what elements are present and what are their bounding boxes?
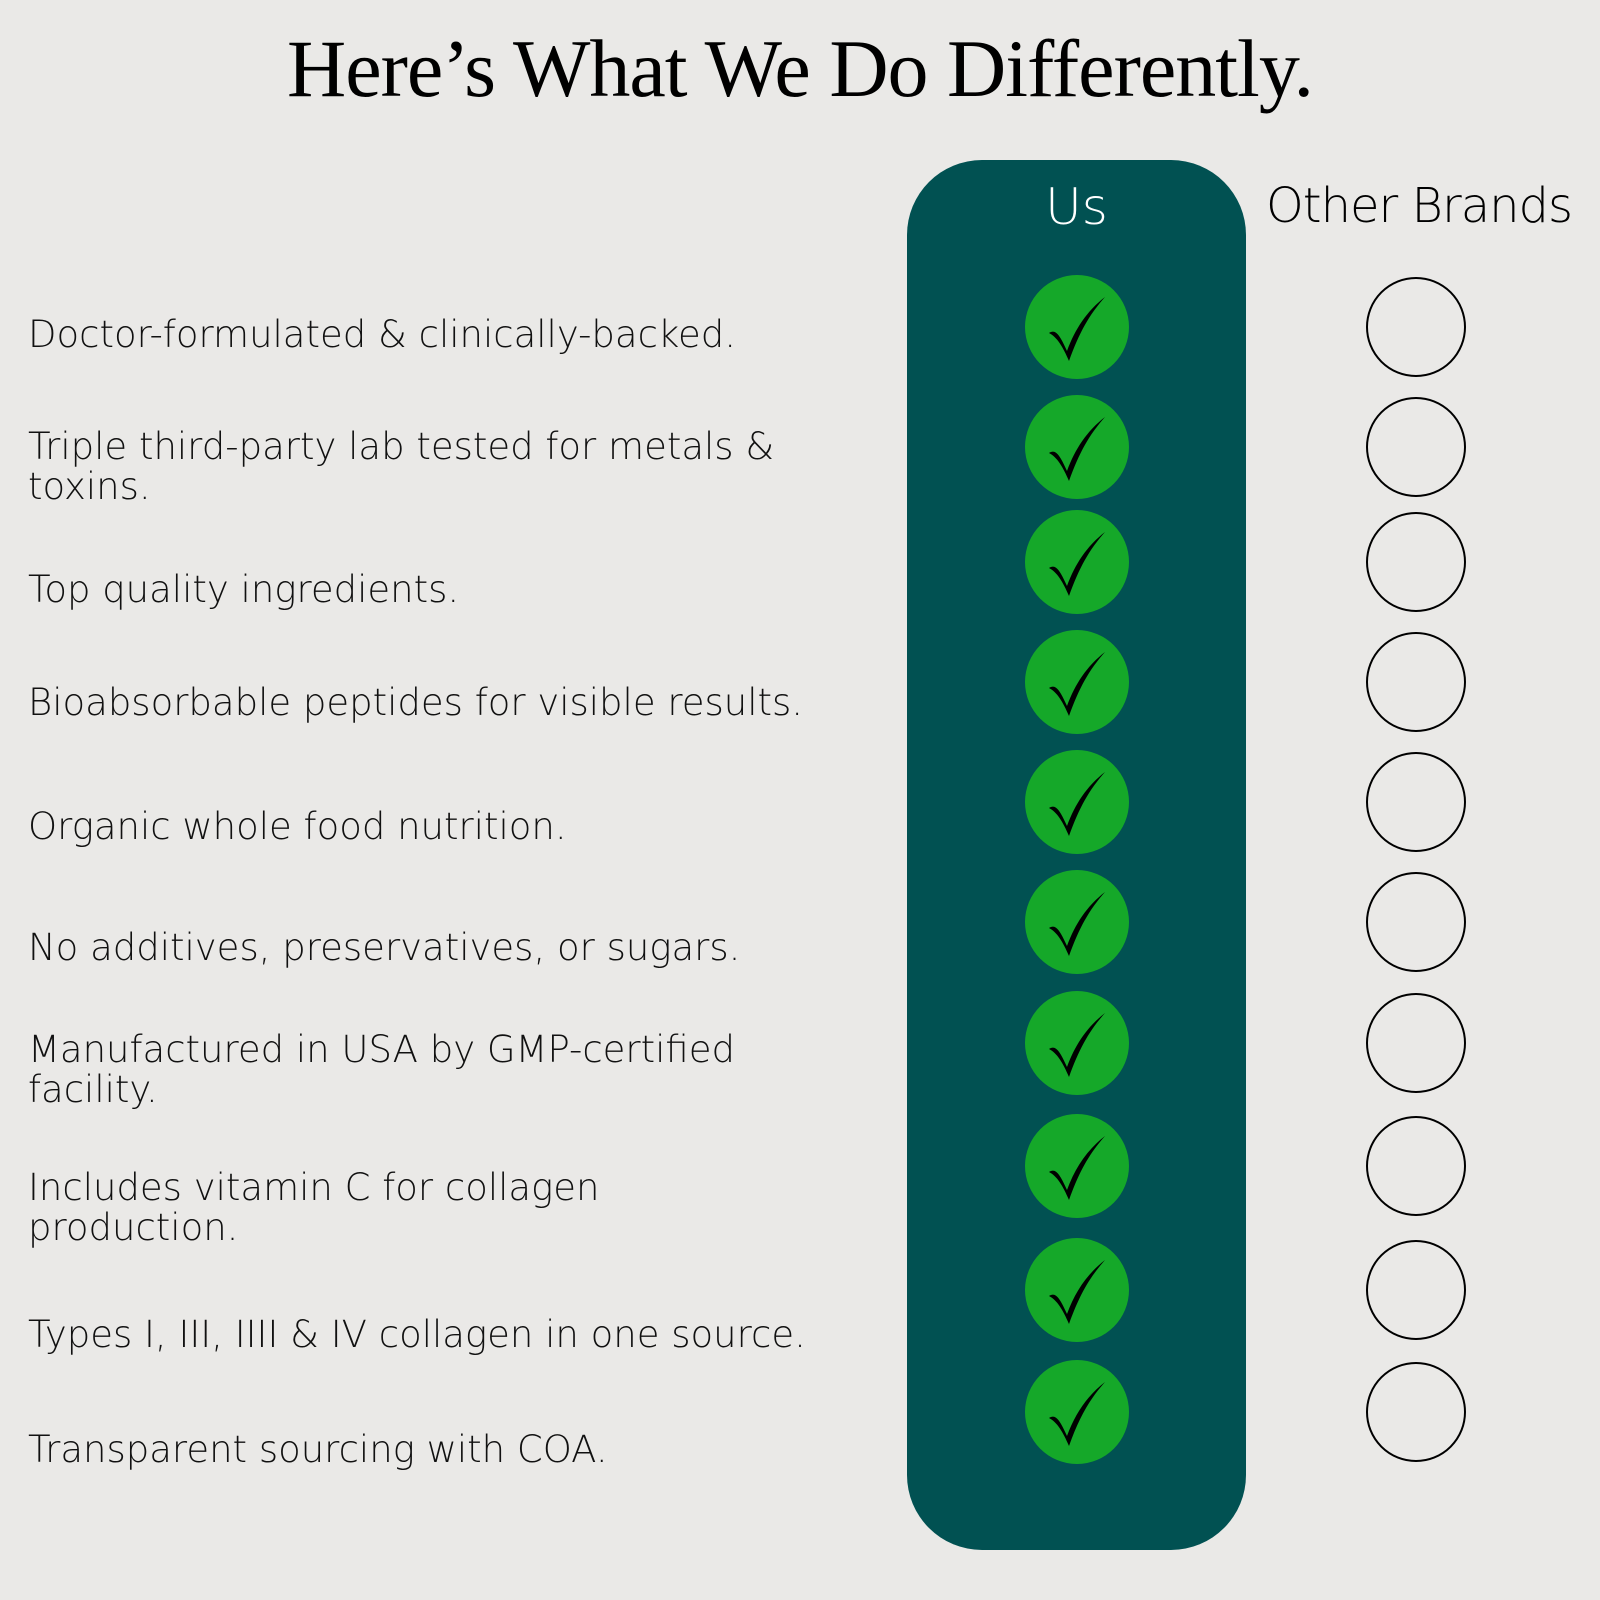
row-label: Top quality ingredients. xyxy=(28,568,460,611)
empty-circle-icon xyxy=(1366,397,1466,497)
empty-circle-icon xyxy=(1366,993,1466,1093)
checkmark-circle-icon xyxy=(1025,750,1129,854)
row-label: Organic whole food nutrition. xyxy=(28,805,567,848)
checkmark-circle-icon xyxy=(1025,275,1129,379)
checkmark-circle-icon xyxy=(1025,1360,1129,1464)
empty-circle-icon xyxy=(1366,1116,1466,1216)
row-label: Bioabsorbable peptides for visible resul… xyxy=(28,681,804,724)
empty-circle-icon xyxy=(1366,1362,1466,1462)
checkmark-circle-icon xyxy=(1025,870,1129,974)
row-label: Doctor-formulated & clinically-backed. xyxy=(28,313,737,356)
empty-circle-icon xyxy=(1366,632,1466,732)
empty-circle-icon xyxy=(1366,277,1466,377)
checkmark-circle-icon xyxy=(1025,630,1129,734)
checkmark-circle-icon xyxy=(1025,991,1129,1095)
row-label: Transparent sourcing with COA. xyxy=(28,1428,608,1471)
checkmark-circle-icon xyxy=(1025,1238,1129,1342)
empty-circle-icon xyxy=(1366,872,1466,972)
checkmark-circle-icon xyxy=(1025,395,1129,499)
empty-circle-icon xyxy=(1366,752,1466,852)
row-label: Triple third-party lab tested for metals… xyxy=(28,425,775,508)
empty-circle-icon xyxy=(1366,512,1466,612)
us-column-header: Us xyxy=(1045,178,1108,236)
other-brands-column-header: Other Brands xyxy=(1266,178,1573,234)
row-label: Manufactured in USA by GMP-certified fac… xyxy=(28,1028,735,1111)
row-label: Includes vitamin C for collagen producti… xyxy=(28,1166,600,1249)
empty-circle-icon xyxy=(1366,1240,1466,1340)
checkmark-circle-icon xyxy=(1025,1114,1129,1218)
page-title: Here’s What We Do Differently. xyxy=(286,23,1314,114)
row-label: Types I, III, IIII & IV collagen in one … xyxy=(28,1313,806,1356)
checkmark-circle-icon xyxy=(1025,510,1129,614)
row-label: No additives, preservatives, or sugars. xyxy=(28,926,741,969)
